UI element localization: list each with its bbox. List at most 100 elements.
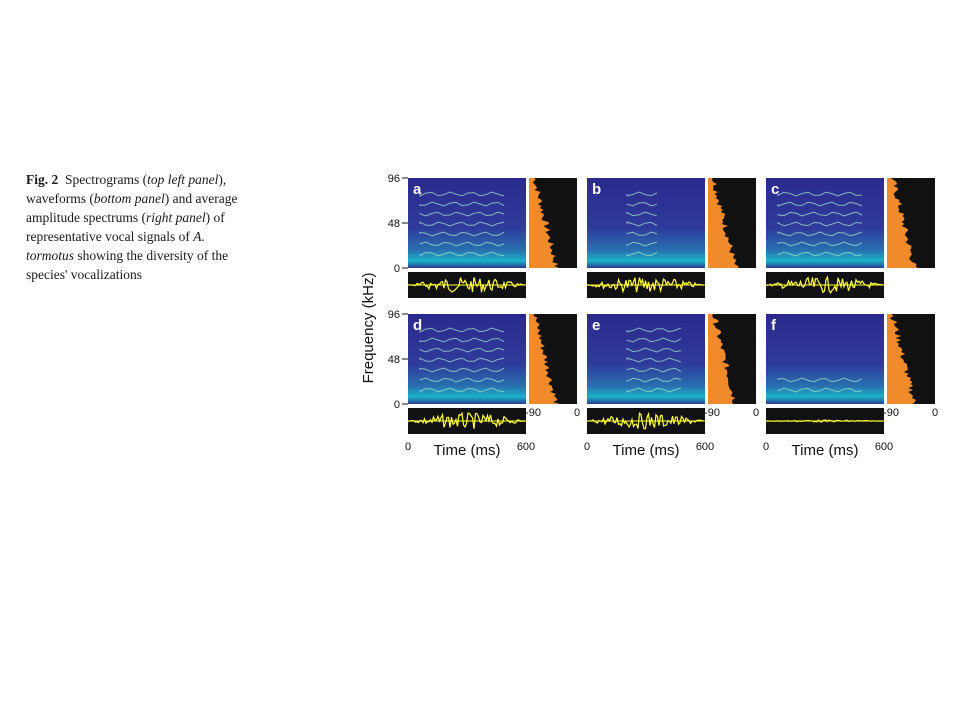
harmonic-trace [626,211,658,217]
spectrogram [408,314,526,404]
panel-label: a [413,181,422,198]
harmonic-trace [777,201,863,207]
caption-emphasis: bottom panel [93,191,165,206]
panel-a: a 96 48 0 [388,173,577,298]
amp-tick-label: 0 [932,407,938,419]
amp-tick-label: 0 [753,407,759,419]
harmonic-trace [626,367,682,373]
harmonic-trace [626,337,682,343]
harmonic-trace [419,211,505,217]
harmonic-trace [419,387,505,393]
spectrum-curve [708,314,736,404]
harmonic-trace [419,357,505,363]
harmonic-trace [626,377,682,383]
y-tick-label: 48 [388,218,400,230]
harmonic-trace [419,231,505,237]
harmonic-trace [419,191,505,197]
harmonic-trace [419,367,505,373]
harmonic-trace [626,387,682,393]
x-axis-label: Time (ms) [792,442,859,459]
x-tick-label: 0 [763,441,769,453]
amp-tick-label: -90 [883,407,899,419]
y-tick-label: 48 [388,354,400,366]
panel-label: d [413,317,422,334]
spectrum-curve [708,178,739,268]
panel-d: d 96 48 0 0 600 Time (ms) -90 0 [388,309,580,459]
harmonic-trace [777,231,863,237]
amp-tick-label: 0 [574,407,580,419]
figure-canvas: Frequency (kHz) a 96 48 0 b c d 96 48 0 0 600 Time (… [360,173,938,459]
x-tick-label: 600 [517,441,535,453]
harmonic-trace [419,347,505,353]
waveform-trace [765,419,884,423]
waveform-trace [407,411,526,429]
caption-text: showing the diversity of the species' vo… [26,248,229,282]
y-tick-label: 96 [388,309,400,321]
waveform-trace [586,411,705,430]
harmonic-trace [419,201,505,207]
harmonic-trace [419,377,505,383]
y-tick-label: 0 [394,399,400,411]
spectrum-curve [887,178,918,268]
panel-e: e 0 600 Time (ms) -90 0 [584,314,759,459]
harmonic-trace [419,241,505,247]
panel-label: b [592,181,601,198]
harmonic-trace [419,327,505,333]
harmonic-trace [419,251,505,257]
panel-label: c [771,181,779,198]
x-tick-label: 0 [405,441,411,453]
caption-text: ), waveforms ( [26,172,227,206]
spectrum-curve [529,314,560,404]
y-axis-label: Frequency (kHz) [360,273,377,384]
harmonic-trace [777,221,863,227]
harmonic-trace [626,221,658,227]
harmonic-trace [626,347,682,353]
harmonic-trace [777,191,863,197]
caption-emphasis: top left panel [147,172,219,187]
waveform-trace [765,275,884,294]
panel-b: b [586,178,756,298]
caption-text: ) and average amplitude spectrums ( [26,191,238,225]
x-axis-label: Time (ms) [613,442,680,459]
harmonic-trace [626,357,682,363]
spectrogram [766,314,884,404]
harmonic-trace [626,231,658,236]
harmonic-trace [626,251,658,257]
harmonic-trace [419,337,505,343]
harmonic-trace [777,251,863,257]
harmonic-trace [626,191,658,197]
harmonic-trace [419,221,505,227]
figure-label: Fig. 2 [26,172,59,187]
panel-f: f 0 600 Time (ms) -90 0 [763,314,938,459]
harmonic-trace [626,327,682,333]
x-axis-label: Time (ms) [434,442,501,459]
caption-text: ) of representative vocal signals of [26,210,225,244]
harmonic-trace [626,202,658,207]
spectrogram [408,178,526,268]
y-tick-label: 0 [394,263,400,275]
caption-emphasis: A. tormotus [26,229,205,263]
figure-caption: Fig. 2 Spectrograms (top left panel), wa… [26,170,241,284]
spectrogram-figure: Frequency (kHz) a 96 48 0 b c d 96 48 0 0 600 Time (… [350,168,950,478]
harmonic-trace [777,387,863,393]
harmonic-trace [626,241,658,247]
panel-label: e [592,317,600,334]
x-tick-label: 600 [875,441,893,453]
spectrum-curve [887,314,917,404]
harmonic-trace [777,241,863,247]
amp-tick-label: -90 [525,407,541,419]
spectrum-curve [529,178,560,268]
amp-tick-label: -90 [704,407,720,419]
x-tick-label: 0 [584,441,590,453]
caption-text: Spectrograms ( [65,172,148,187]
x-tick-label: 600 [696,441,714,453]
y-tick-label: 96 [388,173,400,185]
harmonic-trace [777,211,863,217]
harmonic-trace [777,377,863,383]
caption-emphasis: right panel [145,210,206,225]
waveform-trace [407,277,526,293]
panel-label: f [771,317,777,334]
waveform-trace [586,277,705,294]
spectrogram [766,178,884,268]
panel-c: c [765,178,935,298]
